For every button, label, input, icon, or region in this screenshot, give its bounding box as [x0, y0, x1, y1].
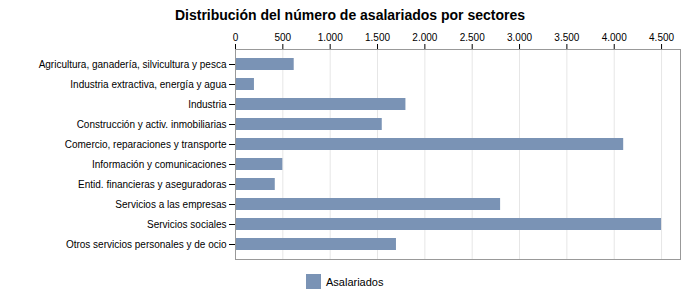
svg-text:Información y comunicaciones: Información y comunicaciones [92, 159, 227, 170]
svg-text:1.500: 1.500 [365, 32, 390, 43]
svg-text:Otros servicios personales y d: Otros servicios personales y de ocio [66, 239, 227, 250]
svg-text:3.000: 3.000 [507, 32, 532, 43]
svg-text:500: 500 [274, 32, 291, 43]
svg-text:2.000: 2.000 [412, 32, 437, 43]
svg-text:Entid. financieras y asegurado: Entid. financieras y aseguradoras [78, 179, 226, 190]
svg-text:3.500: 3.500 [554, 32, 579, 43]
svg-text:1.000: 1.000 [318, 32, 343, 43]
svg-text:2.500: 2.500 [460, 32, 485, 43]
svg-text:0: 0 [233, 32, 239, 43]
html-text:Distribución del número de asa: Distribución del número de asalariados p… [174, 7, 525, 23]
svg-text:4.500: 4.500 [649, 32, 674, 43]
svg-text:4.000: 4.000 [602, 32, 627, 43]
svg-text:Comercio, reparaciones y trans: Comercio, reparaciones y transporte [65, 139, 227, 150]
svg-text:Construcción y activ. inmobili: Construcción y activ. inmobiliarias [77, 119, 227, 130]
svg-text:Industria extractiva, energía: Industria extractiva, energía y agua [70, 79, 227, 90]
svg-text:Agricultura, ganadería, silvic: Agricultura, ganadería, silvicultura y p… [39, 59, 227, 70]
svg-text:Industria: Industria [188, 99, 227, 110]
svg-text:Servicios sociales: Servicios sociales [147, 219, 226, 230]
html-text:Asalariados: Asalariados [326, 275, 384, 288]
svg-text:Servicios a las empresas: Servicios a las empresas [115, 199, 226, 210]
